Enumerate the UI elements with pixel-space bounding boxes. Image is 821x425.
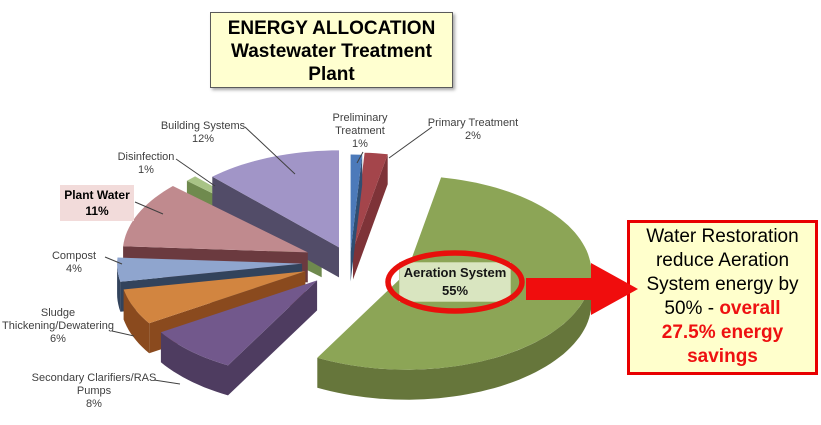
label-secondary-clarifiers: Secondary Clarifiers/RAS Pumps 8% [30, 372, 158, 411]
label-compost: Compost 4% [29, 250, 119, 276]
label-value: 12% [191, 133, 215, 145]
label-preliminary-treatment: Preliminary Treatment 1% [320, 112, 400, 151]
label-disinfection: Disinfection 1% [96, 151, 196, 177]
pie-slice-plant-water[interactable] [123, 186, 308, 253]
pie-slice-sludge-thickening-dewatering[interactable] [123, 271, 306, 324]
pie-slice-rim-compost [117, 263, 121, 312]
note-line: reduce Aeration [655, 250, 790, 271]
pie-slice-secondary-clarifiers-ras-pumps[interactable] [160, 280, 318, 366]
pie-slice-wall-primary-treatment [353, 154, 388, 280]
title-line: Wastewater Treatment [231, 41, 432, 62]
label-line: Aeration System [403, 265, 507, 280]
label-line: Treatment [335, 125, 385, 137]
label-sludge-thickening: Sludge Thickening/Dewatering 6% [0, 307, 116, 346]
pie-slice-building-systems[interactable] [212, 150, 339, 248]
leader-line [111, 330, 135, 337]
leader-line [104, 256, 123, 265]
pie-slice-wall-preliminary-treatment [350, 154, 363, 282]
label-value: 4% [66, 263, 82, 275]
label-value: 1% [352, 138, 368, 150]
label-value: 55% [441, 283, 469, 298]
label-aeration-system: Aeration System 55% [399, 262, 511, 302]
leader-line [134, 201, 164, 215]
note-line: System energy by [646, 274, 799, 295]
label-plant-water: Plant Water 11% [60, 185, 134, 221]
note-line: 27.5% energy [661, 322, 784, 343]
label-line: Preliminary [332, 112, 388, 124]
leader-line [356, 151, 364, 164]
label-line: Sludge [40, 307, 76, 319]
pie-slice-wall-secondary-clarifiers-ras-pumps [228, 280, 318, 396]
label-value: 6% [50, 333, 66, 345]
label-line: Pumps [76, 385, 112, 397]
label-value: 2% [465, 130, 481, 142]
note-line: 50% - overall [630, 297, 815, 321]
note-text-red: overall [719, 298, 781, 319]
pie-slice-rim-aeration-system [317, 272, 592, 400]
label-building-systems: Building Systems 12% [143, 120, 263, 146]
pie-slice-primary-treatment[interactable] [353, 152, 388, 250]
pie-slice-compost[interactable] [117, 257, 303, 282]
label-line: Disinfection [117, 151, 175, 163]
label-value: 8% [86, 398, 102, 410]
leader-line [153, 379, 181, 385]
label-line: Primary Treatment [427, 117, 519, 129]
label-line: Thickening/Dewatering [2, 320, 114, 332]
savings-note: Water Restoration reduce Aeration System… [627, 220, 818, 375]
label-line: Plant Water [64, 188, 130, 202]
label-primary-treatment: Primary Treatment 2% [413, 117, 533, 143]
label-line: Secondary Clarifiers/RAS [31, 372, 157, 384]
note-line: savings [687, 346, 758, 367]
label-value: 11% [85, 204, 109, 218]
label-line: Compost [51, 250, 97, 262]
leader-line [388, 126, 433, 159]
pie-slice-preliminary-treatment[interactable] [350, 154, 363, 252]
label-line: Building Systems [160, 120, 246, 132]
pie-slice-rim-sludge-thickening-dewatering [123, 289, 150, 354]
leader-line [244, 126, 296, 175]
note-text-black: 50% - [664, 298, 720, 319]
leader-line [175, 158, 216, 187]
label-value: 1% [138, 164, 154, 176]
title-line: Plant [308, 64, 355, 85]
title-line: ENERGY ALLOCATION [227, 18, 436, 39]
note-line: Water Restoration [646, 226, 799, 247]
pie-slice-rim-secondary-clarifiers-ras-pumps [160, 332, 228, 396]
title-box: ENERGY ALLOCATION Wastewater Treatment P… [210, 12, 453, 88]
